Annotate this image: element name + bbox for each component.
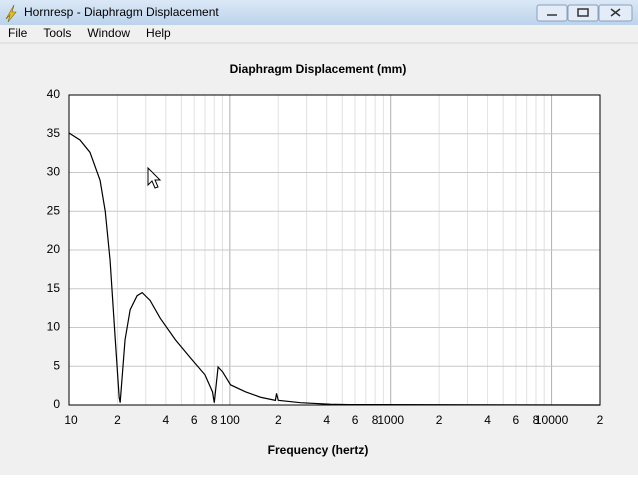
x-tick-label: 6 xyxy=(352,413,359,427)
x-tick-label: 8 xyxy=(533,413,540,427)
chart-title: Diaphragm Displacement (mm) xyxy=(230,62,407,76)
x-tick-label: 2 xyxy=(597,413,604,427)
y-tick-label: 40 xyxy=(47,87,61,101)
y-tick-label: 30 xyxy=(47,165,61,179)
mouse-cursor xyxy=(147,166,162,189)
x-tick-label: 4 xyxy=(323,413,330,427)
x-tick-label: 2 xyxy=(436,413,443,427)
y-tick-label: 20 xyxy=(47,242,61,256)
x-tick-label: 4 xyxy=(163,413,170,427)
x-tick-label: 6 xyxy=(191,413,198,427)
app-icon xyxy=(5,4,17,23)
x-tick-label: 6 xyxy=(513,413,520,427)
y-tick-label: 35 xyxy=(47,126,61,140)
x-tick-label: 2 xyxy=(275,413,282,427)
x-tick-label: 10 xyxy=(64,413,78,427)
window-title: Hornresp - Diaphragm Displacement xyxy=(24,5,219,19)
menu-item[interactable]: Help xyxy=(146,26,171,40)
menu-item[interactable]: File xyxy=(8,26,28,40)
x-tick-label: 10000 xyxy=(535,413,569,427)
menu-bar xyxy=(0,25,638,43)
minimize-button[interactable] xyxy=(536,4,568,22)
y-tick-label: 15 xyxy=(47,281,61,295)
maximize-button[interactable] xyxy=(567,4,599,22)
x-tick-label: 2 xyxy=(114,413,121,427)
window-button-glyphs xyxy=(547,8,621,17)
menu-item[interactable]: Window xyxy=(87,26,130,40)
x-tick-label: 4 xyxy=(484,413,491,427)
x-tick-label: 100 xyxy=(220,413,240,427)
x-tick-label: 1000 xyxy=(377,413,404,427)
y-tick-label: 5 xyxy=(53,358,60,372)
x-tick-label: 8 xyxy=(211,413,218,427)
x-tick-label: 8 xyxy=(372,413,379,427)
x-axis-label: Frequency (hertz) xyxy=(268,443,369,457)
y-tick-label: 0 xyxy=(53,397,60,411)
data-line xyxy=(68,132,601,406)
y-tick-label: 10 xyxy=(47,320,61,334)
title-bar xyxy=(0,0,638,25)
y-tick-label: 25 xyxy=(47,203,61,217)
plot-border xyxy=(68,94,601,406)
menu-item[interactable]: Tools xyxy=(43,26,71,40)
